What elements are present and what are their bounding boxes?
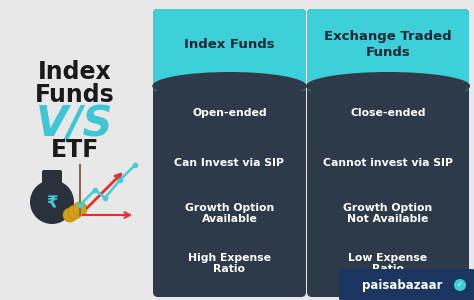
Bar: [158, 50, 301, 86]
FancyBboxPatch shape: [153, 9, 306, 297]
FancyBboxPatch shape: [339, 269, 474, 300]
Text: Growth Option
Not Available: Growth Option Not Available: [343, 203, 433, 224]
Text: Index: Index: [38, 60, 112, 84]
FancyBboxPatch shape: [307, 9, 469, 297]
Circle shape: [68, 205, 82, 219]
Text: Index Funds: Index Funds: [184, 38, 275, 51]
Text: Funds: Funds: [35, 83, 115, 107]
Text: Open-ended: Open-ended: [192, 109, 267, 118]
Text: ₹: ₹: [46, 195, 58, 213]
Ellipse shape: [306, 72, 470, 100]
Text: Can Invest via SIP: Can Invest via SIP: [174, 158, 284, 169]
Circle shape: [454, 279, 466, 291]
FancyBboxPatch shape: [42, 170, 62, 184]
Text: paisabazaar: paisabazaar: [362, 278, 442, 292]
Text: Low Expense
Ratio: Low Expense Ratio: [348, 253, 428, 274]
Circle shape: [30, 180, 74, 224]
Bar: [312, 50, 464, 86]
Text: Cannot invest via SIP: Cannot invest via SIP: [323, 158, 453, 169]
Circle shape: [63, 208, 77, 222]
Text: Close-ended: Close-ended: [350, 109, 426, 118]
Text: Exchange Traded
Funds: Exchange Traded Funds: [324, 30, 452, 59]
Circle shape: [73, 202, 87, 216]
FancyBboxPatch shape: [307, 9, 469, 91]
Text: ✓: ✓: [457, 282, 463, 288]
FancyBboxPatch shape: [153, 9, 306, 91]
Text: High Expense
Ratio: High Expense Ratio: [188, 253, 271, 274]
Text: Growth Option
Available: Growth Option Available: [185, 203, 274, 224]
Text: V/S: V/S: [36, 103, 114, 145]
Text: ETF: ETF: [51, 138, 99, 162]
Ellipse shape: [152, 72, 307, 100]
